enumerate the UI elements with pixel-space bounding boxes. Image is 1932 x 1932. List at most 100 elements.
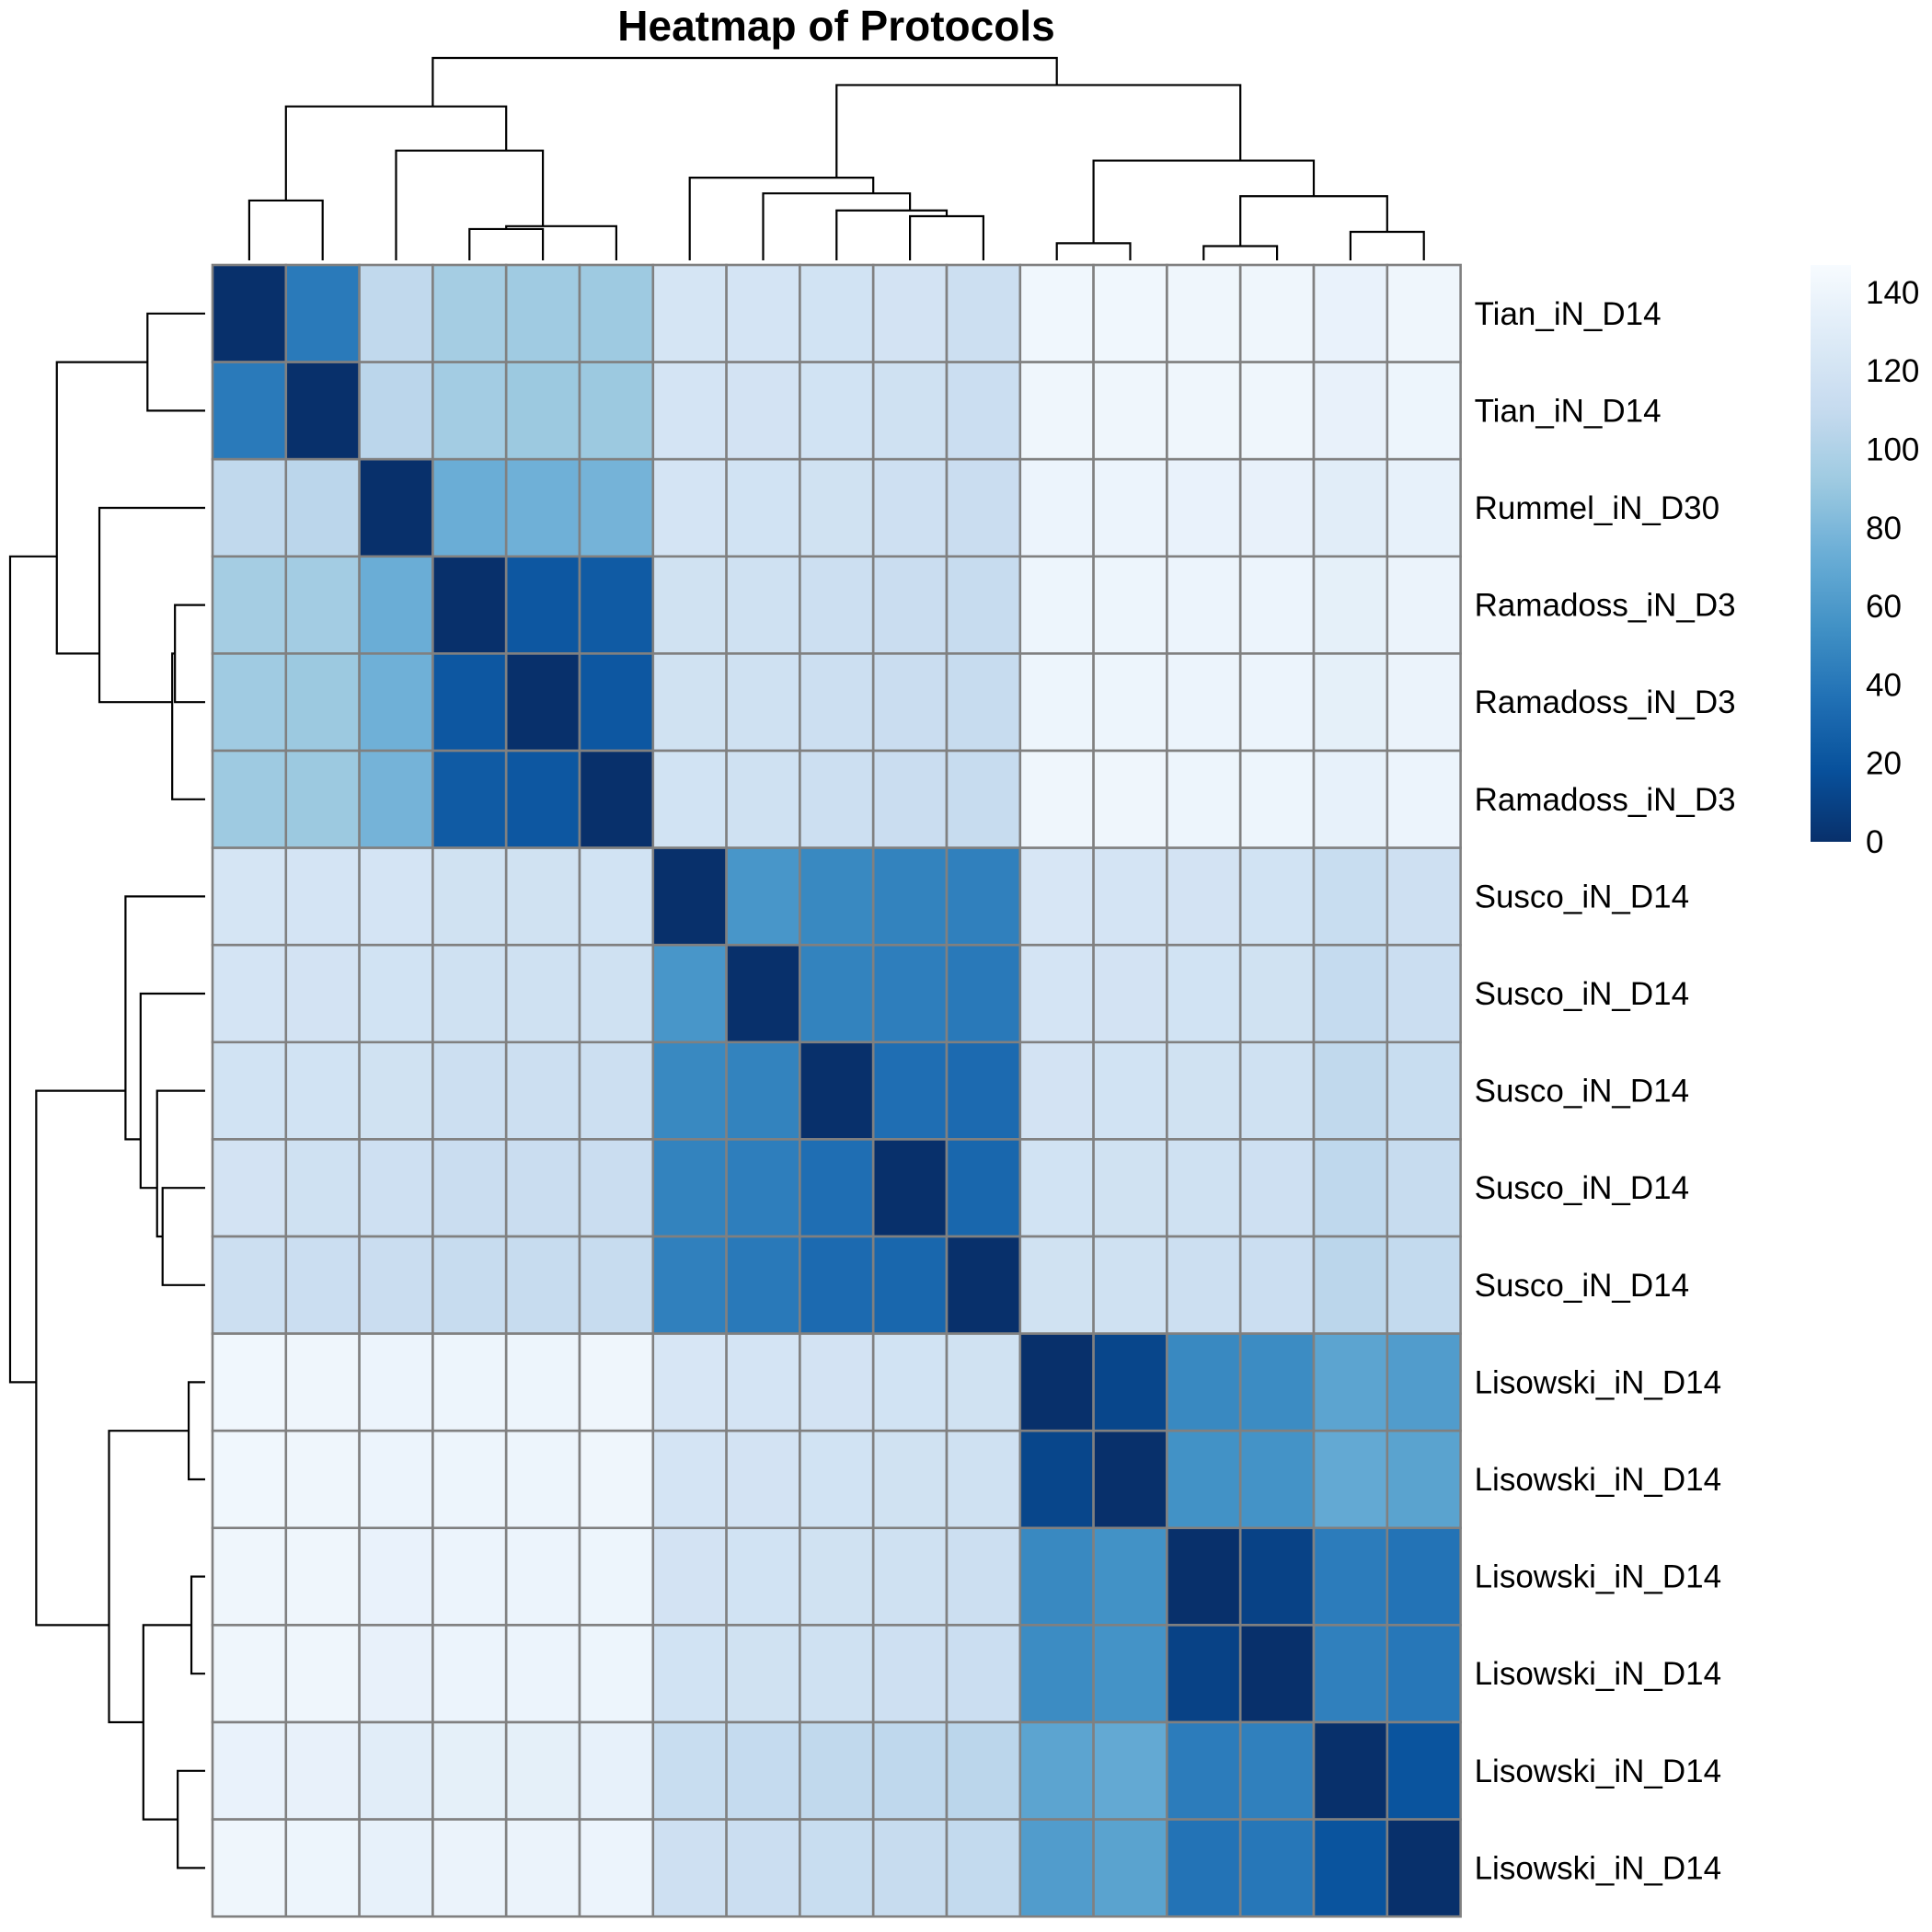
heatmap-cell — [1386, 555, 1462, 655]
heatmap-cell — [431, 1041, 508, 1141]
heatmap-cell — [431, 1429, 508, 1530]
heatmap-cell — [284, 652, 361, 753]
heatmap-cell — [725, 1624, 801, 1724]
heatmap-cell — [431, 1332, 508, 1432]
heatmap-cell — [799, 263, 875, 363]
heatmap-cell — [431, 749, 508, 849]
heatmap-cell — [1092, 749, 1168, 849]
row-label: Lisowski_iN_D14 — [1475, 1462, 1721, 1498]
heatmap-cell — [1312, 1818, 1389, 1918]
heatmap-cell — [1092, 1818, 1168, 1918]
heatmap-cell — [284, 1720, 361, 1821]
heatmap-cell — [504, 1624, 581, 1724]
heatmap-cell — [1166, 1720, 1242, 1821]
heatmap-cell — [1018, 1429, 1095, 1530]
heatmap-cell — [431, 555, 508, 655]
heatmap-cell — [1238, 652, 1316, 753]
heatmap-cell — [725, 457, 801, 558]
legend-tick-label: 40 — [1866, 667, 1902, 703]
column-dendrogram-branch — [688, 177, 875, 260]
heatmap-cell — [578, 555, 655, 655]
row-dendrogram-branch — [35, 1089, 126, 1627]
heatmap-cell — [945, 943, 1022, 1044]
heatmap-cell — [358, 1041, 434, 1141]
heatmap-cell — [431, 1624, 508, 1724]
heatmap-cell — [211, 749, 288, 849]
heatmap-cell — [284, 1526, 361, 1627]
heatmap-cell — [578, 1429, 655, 1530]
heatmap-cell — [1386, 652, 1462, 753]
heatmap-cell — [799, 1041, 875, 1141]
heatmap-cell — [651, 361, 728, 461]
heatmap-cell — [211, 1138, 288, 1238]
row-label: Ramadoss_iN_D3 — [1475, 782, 1736, 818]
heatmap-cell — [945, 1235, 1022, 1335]
heatmap-cell — [945, 555, 1022, 655]
row-dendrogram-branch — [174, 604, 205, 704]
column-dendrogram-branch — [835, 84, 1242, 178]
row-label: Susco_iN_D14 — [1475, 1268, 1689, 1304]
row-label: Lisowski_iN_D14 — [1475, 1559, 1721, 1595]
heatmap-cell — [284, 361, 361, 461]
heatmap-cell — [358, 846, 434, 947]
heatmap-cell — [358, 1624, 434, 1724]
heatmap-cell — [871, 1041, 949, 1141]
heatmap-cell — [871, 1332, 949, 1432]
heatmap-cell — [945, 1720, 1022, 1821]
heatmap-cell — [1018, 1138, 1095, 1238]
heatmap-cell — [1386, 1138, 1462, 1238]
heatmap-cell — [504, 1041, 581, 1141]
heatmap-cell — [1166, 1235, 1242, 1335]
heatmap-cell — [725, 652, 801, 753]
heatmap-cell — [358, 652, 434, 753]
row-label: Susco_iN_D14 — [1475, 976, 1689, 1012]
heatmap-cell — [1386, 1526, 1462, 1627]
heatmap-cell — [651, 652, 728, 753]
heatmap-cell — [1312, 1332, 1389, 1432]
heatmap-cell — [431, 846, 508, 947]
heatmap-cell — [945, 846, 1022, 947]
heatmap-cell — [1312, 1041, 1389, 1141]
heatmap-cell — [871, 652, 949, 753]
heatmap-cell — [1166, 1041, 1242, 1141]
heatmap-cell — [1092, 1041, 1168, 1141]
heatmap-cell — [211, 1526, 288, 1627]
heatmap-cell — [211, 1720, 288, 1821]
heatmap-cell — [1238, 1429, 1316, 1530]
heatmap-cell — [799, 652, 875, 753]
heatmap-cell — [1092, 457, 1168, 558]
heatmap-cell — [431, 1235, 508, 1335]
heatmap-cell — [211, 846, 288, 947]
heatmap-cell — [284, 1332, 361, 1432]
row-label: Tian_iN_D14 — [1475, 393, 1662, 429]
heatmap-cell — [578, 652, 655, 753]
heatmap-cell — [211, 1041, 288, 1141]
column-dendrogram-branch — [1092, 159, 1316, 244]
heatmap-cell — [1312, 1624, 1389, 1724]
row-label: Lisowski_iN_D14 — [1475, 1754, 1721, 1789]
heatmap-cell — [504, 1720, 581, 1821]
heatmap-cell — [651, 1429, 728, 1530]
heatmap-cell — [1312, 555, 1389, 655]
heatmap-cell — [1386, 1429, 1462, 1530]
heatmap-cell — [945, 1429, 1022, 1530]
legend-tick-label: 60 — [1866, 589, 1902, 625]
column-dendrogram-branch — [762, 192, 912, 260]
heatmap-cell — [578, 1526, 655, 1627]
heatmap-cell — [1386, 457, 1462, 558]
heatmap-cell — [504, 457, 581, 558]
heatmap-cell — [1238, 1720, 1316, 1821]
heatmap-cell — [211, 652, 288, 753]
heatmap-cell — [651, 1526, 728, 1627]
heatmap-cell — [431, 652, 508, 753]
heatmap-cell — [358, 1429, 434, 1530]
heatmap-cell — [799, 943, 875, 1044]
heatmap-cell — [1018, 652, 1095, 753]
heatmap-cell — [504, 361, 581, 461]
heatmap-cell — [725, 1720, 801, 1821]
heatmap-cell — [211, 263, 288, 363]
heatmap-cell — [358, 1818, 434, 1918]
heatmap-cell — [284, 1624, 361, 1724]
row-dendrogram-branch — [187, 1381, 205, 1481]
